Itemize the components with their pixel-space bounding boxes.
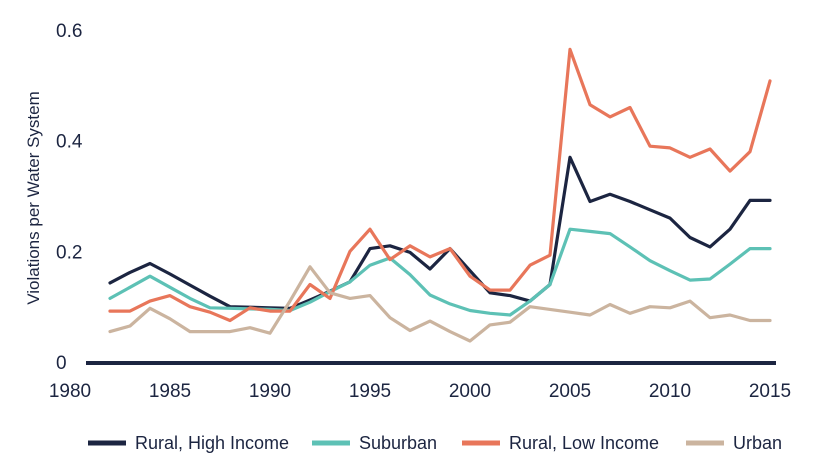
y-tick-label: 0.6 (56, 21, 82, 42)
legend-label-1: Rural, High Income (135, 433, 289, 453)
y-tick-label: 0.2 (56, 242, 82, 263)
y-axis-title: Violations per Water System (24, 91, 43, 305)
series-line-1 (108, 155, 772, 310)
series-line-2 (108, 227, 772, 317)
legend-label-4: Urban (733, 433, 782, 453)
x-tick-label: 2010 (649, 381, 691, 402)
y-tick-label: 0.4 (56, 132, 83, 153)
series-lines (108, 47, 772, 343)
x-tick-label: 2000 (449, 381, 491, 402)
y-tick-label: 0 (56, 353, 67, 374)
series-line-3 (108, 47, 772, 323)
legend-label-3: Rural, Low Income (509, 433, 659, 453)
x-tick-label: 1990 (249, 381, 291, 402)
x-tick-label: 1980 (49, 381, 91, 402)
x-tick-label: 2015 (749, 381, 791, 402)
x-tick-label: 1995 (349, 381, 391, 402)
y-axis-ticks: 0 0.2 0.4 0.6 (56, 21, 83, 374)
series-line-4 (108, 265, 772, 343)
legend-label-2: Suburban (359, 433, 437, 453)
x-tick-label: 1985 (149, 381, 191, 402)
legend: Rural, High Income Suburban Rural, Low Inc… (88, 433, 782, 453)
x-axis-ticks: 1980 1985 1990 1995 2000 2005 2010 2015 (49, 381, 791, 402)
x-tick-label: 2005 (549, 381, 591, 402)
